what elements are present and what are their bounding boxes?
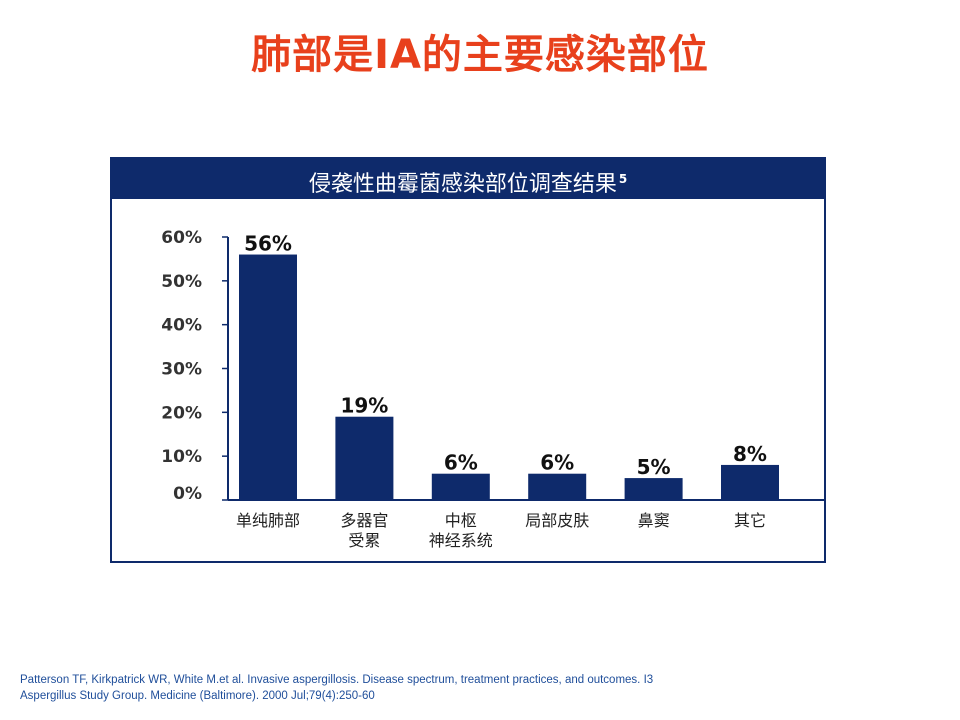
y-tick-label: 0% — [173, 484, 202, 504]
x-category-label: 中枢 — [445, 511, 477, 530]
bar — [624, 478, 683, 500]
bar-value-label: 5% — [637, 455, 671, 479]
bar — [528, 473, 587, 500]
x-category-label: 受累 — [348, 531, 380, 550]
bar-value-label: 6% — [540, 451, 574, 475]
chart-title-footnote: 5 — [618, 172, 628, 186]
bar-value-label: 8% — [733, 442, 767, 466]
bar-value-label: 19% — [340, 394, 388, 418]
x-category-label: 单纯肺部 — [236, 511, 300, 530]
y-tick-label: 20% — [161, 403, 202, 423]
y-tick-label: 30% — [161, 360, 202, 380]
bar — [239, 254, 297, 500]
slide-title: 肺部是IA的主要感染部位 — [251, 32, 709, 78]
bar — [431, 473, 490, 500]
bar-value-label: 6% — [444, 451, 478, 475]
x-category-label: 其它 — [734, 511, 766, 530]
reference-line-2: Aspergillus Study Group. Medicine (Balti… — [20, 690, 375, 702]
reference-line-1: Patterson TF, Kirkpatrick WR, White M.et… — [20, 674, 654, 686]
x-category-label: 多器官 — [340, 511, 388, 530]
reference-citation: Patterson TF, Kirkpatrick WR, White M.et… — [20, 672, 780, 704]
chart-title: 侵袭性曲霉菌感染部位调查结果 — [308, 172, 617, 197]
y-tick-label: 10% — [161, 447, 202, 467]
bar — [721, 464, 779, 500]
x-category-label: 局部皮肤 — [525, 511, 589, 530]
y-tick-label: 60% — [161, 228, 202, 248]
x-category-label: 神经系统 — [429, 531, 493, 550]
bar — [335, 416, 394, 500]
chart-frame: 侵袭性曲霉菌感染部位调查结果 5 0% 10% 20% 30% 40% 50% 60% 56% 单… — [110, 157, 826, 563]
x-category-label: 鼻窦 — [638, 511, 670, 530]
y-tick-label: 40% — [161, 316, 202, 336]
bar-value-label: 56% — [244, 232, 292, 256]
chart-title-bar: 侵袭性曲霉菌感染部位调查结果 5 — [112, 159, 824, 199]
y-tick-label: 50% — [161, 272, 202, 292]
